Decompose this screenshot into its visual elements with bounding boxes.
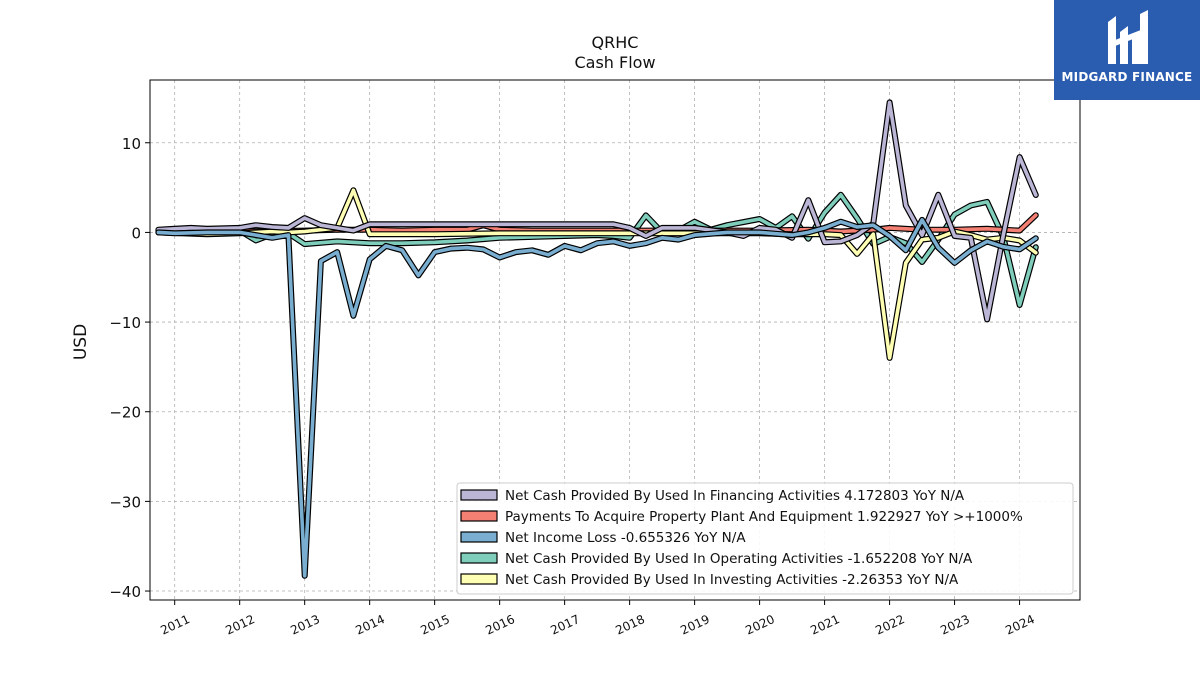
- x-tick-label: 2013: [288, 612, 322, 638]
- legend-label: Net Income Loss -0.655326 YoY N/A: [505, 530, 746, 546]
- series-line-2: [155, 216, 1039, 579]
- legend-swatch: [460, 552, 498, 564]
- legend-swatch: [460, 510, 498, 522]
- brand-logo: MIDGARD FINANCE: [1054, 0, 1200, 100]
- brand-name: MIDGARD FINANCE: [1061, 70, 1193, 84]
- y-axis-label: USD: [71, 324, 91, 360]
- midgard-logo-icon: [1108, 10, 1148, 64]
- x-tick-label: 2024: [1003, 612, 1037, 638]
- x-tick-label: 2014: [353, 612, 387, 638]
- x-tick-label: 2021: [808, 612, 842, 638]
- legend-label: Net Cash Provided By Used In Financing A…: [505, 488, 965, 504]
- plot-frame: [149, 79, 1081, 601]
- legend-swatch: [460, 489, 498, 501]
- legend-label: Payments To Acquire Property Plant And E…: [505, 509, 1023, 525]
- y-tick-label: −40: [109, 583, 141, 601]
- x-tick-label: 2022: [873, 612, 907, 638]
- chart-title: QRHC: [592, 33, 639, 52]
- y-tick-label: 10: [122, 135, 141, 153]
- legend-label: Net Cash Provided By Used In Operating A…: [505, 551, 973, 567]
- x-tick-label: 2015: [418, 612, 452, 638]
- legend-swatch: [460, 531, 498, 543]
- x-tick-label: 2016: [483, 612, 517, 638]
- x-tick-label: 2023: [938, 612, 972, 638]
- legend-label: Net Cash Provided By Used In Investing A…: [505, 572, 959, 588]
- series-layer: [155, 99, 1039, 579]
- x-tick-label: 2017: [548, 612, 582, 638]
- y-tick-label: −10: [109, 314, 141, 332]
- x-tick-label: 2020: [743, 612, 777, 638]
- x-tick-label: 2018: [613, 612, 647, 638]
- legend-box: [456, 482, 1074, 595]
- legend-swatch: [460, 573, 498, 585]
- y-tick-label: 0: [131, 224, 141, 242]
- chart-subtitle: Cash Flow: [574, 53, 655, 72]
- y-tick-label: −20: [109, 404, 141, 422]
- y-tick-label: −30: [109, 493, 141, 511]
- x-tick-label: 2019: [678, 612, 712, 638]
- legend: Net Cash Provided By Used In Financing A…: [456, 482, 1074, 595]
- x-tick-label: 2012: [223, 612, 257, 638]
- x-tick-label: 2011: [158, 612, 192, 638]
